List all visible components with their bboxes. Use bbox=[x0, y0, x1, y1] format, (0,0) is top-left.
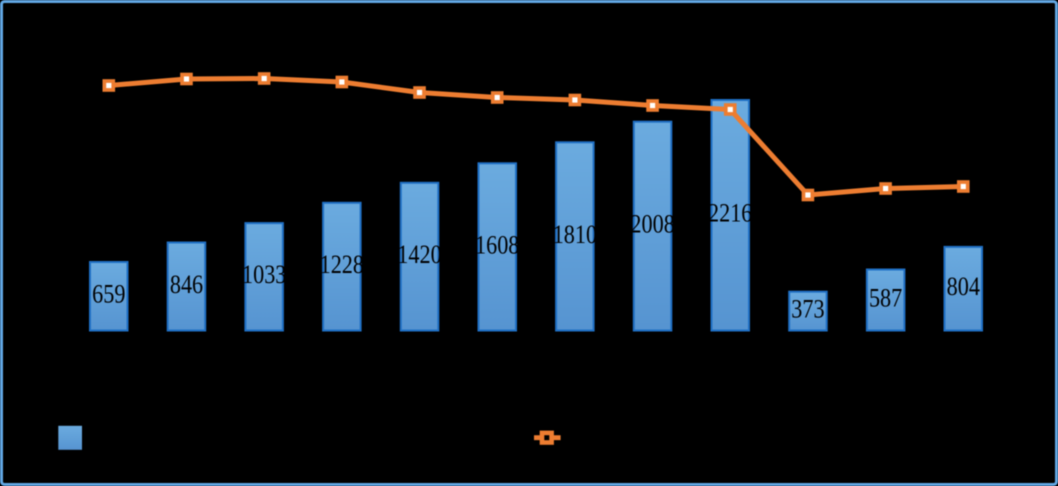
svg-text:2216: 2216 bbox=[708, 198, 752, 228]
svg-text:1033: 1033 bbox=[242, 259, 286, 289]
svg-text:1810: 1810 bbox=[553, 219, 597, 249]
svg-text:373: 373 bbox=[791, 294, 824, 324]
svg-text:659: 659 bbox=[92, 279, 125, 309]
svg-text:2008: 2008 bbox=[630, 209, 674, 239]
svg-text:1228: 1228 bbox=[320, 249, 364, 279]
svg-text:587: 587 bbox=[869, 282, 902, 312]
svg-text:846: 846 bbox=[170, 269, 203, 299]
svg-text:804: 804 bbox=[947, 271, 980, 301]
svg-text:1608: 1608 bbox=[475, 229, 519, 259]
svg-text:1420: 1420 bbox=[397, 239, 441, 269]
